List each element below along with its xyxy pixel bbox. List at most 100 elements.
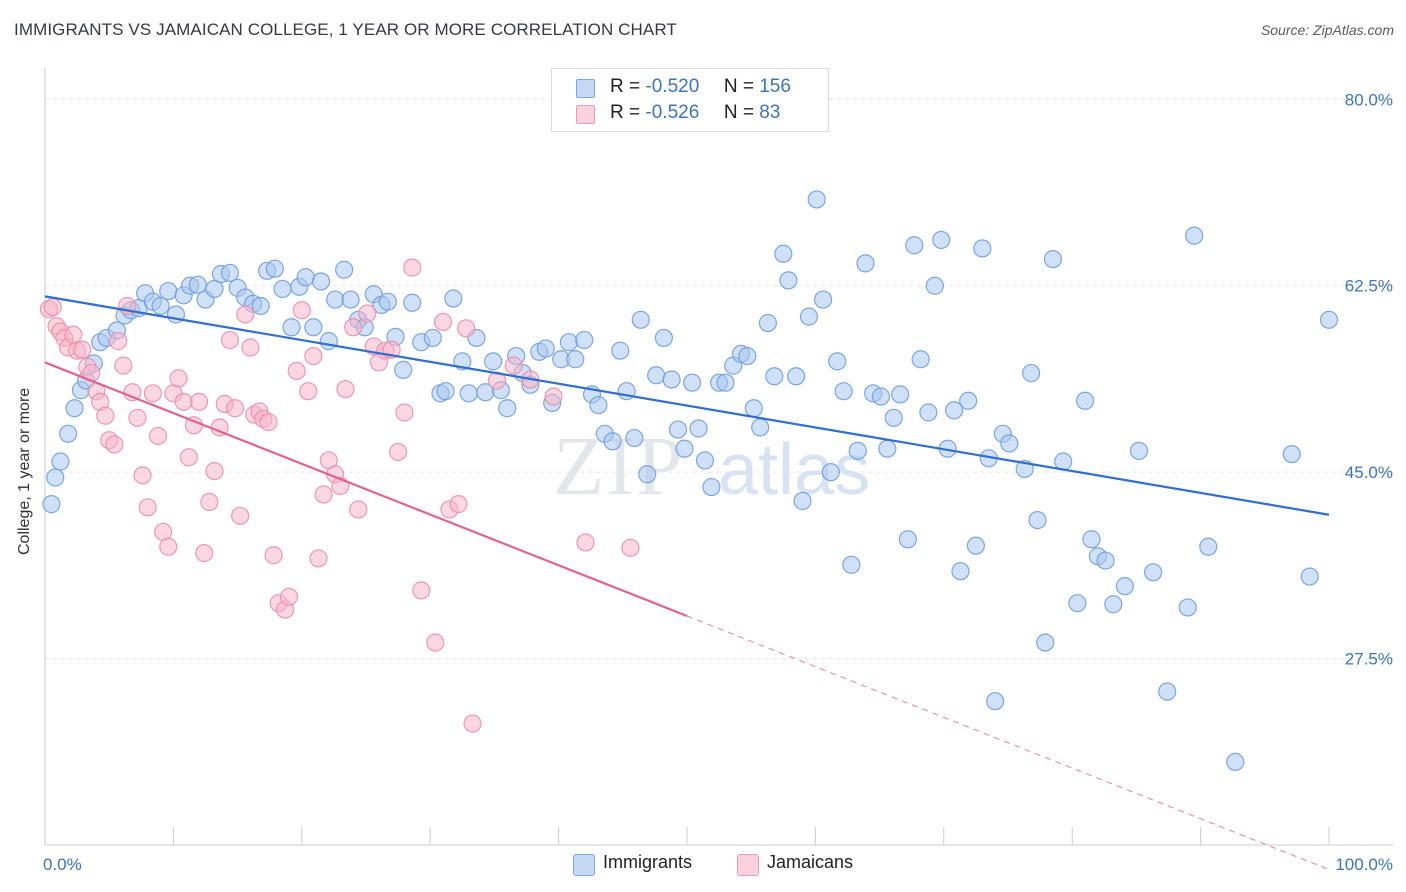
immigrant-point xyxy=(779,271,798,290)
immigrant-point xyxy=(828,352,847,371)
immigrant-point xyxy=(925,276,944,295)
x-tick-label: 100.0% xyxy=(1335,855,1393,874)
immigrants-legend-swatch xyxy=(573,854,595,876)
immigrant-point xyxy=(765,367,784,386)
watermark-atlas: atlas xyxy=(718,430,870,510)
stats-legend: R = -0.520 N = 156 R = -0.526 N = 83 xyxy=(551,68,829,132)
jamaican-point xyxy=(264,546,283,565)
jamaicans-trend-extension xyxy=(686,615,1330,871)
immigrant-point xyxy=(151,296,170,316)
immigrant-point xyxy=(738,346,757,366)
immigrant-point xyxy=(378,292,397,311)
chart-title: IMMIGRANTS VS JAMAICAN COLLEGE, 1 YEAR O… xyxy=(14,20,677,39)
jamaican-point xyxy=(123,383,142,402)
jamaican-point xyxy=(205,461,224,481)
immigrant-point xyxy=(159,281,178,301)
immigrant-point xyxy=(799,307,819,326)
immigrant-point xyxy=(251,296,270,316)
immigrant-point xyxy=(436,382,455,401)
immigrant-point xyxy=(1178,598,1197,617)
jamaican-point xyxy=(143,384,162,403)
immigrant-point xyxy=(774,244,793,263)
jamaican-point xyxy=(463,714,482,733)
immigrant-point xyxy=(966,536,986,555)
jamaican-point xyxy=(128,408,147,427)
immigrant-point xyxy=(575,330,594,350)
jamaican-point xyxy=(220,330,239,350)
immigrant-point xyxy=(751,418,770,437)
jamaican-point xyxy=(231,506,250,525)
immigrant-point xyxy=(304,318,323,337)
immigrant-point xyxy=(1036,633,1055,652)
immigrant-point xyxy=(484,352,503,371)
immigrant-point xyxy=(1043,249,1063,269)
immigrant-point xyxy=(1143,563,1163,582)
immigrant-point xyxy=(1300,567,1319,586)
immigrant-point xyxy=(662,370,681,389)
jamaican-point xyxy=(336,379,355,399)
immigrant-point xyxy=(944,401,964,420)
jamaican-point xyxy=(299,382,318,401)
jamaican-point xyxy=(487,371,507,390)
immigrant-point xyxy=(1226,752,1245,772)
trend-lines xyxy=(44,295,1330,871)
jamaican-point xyxy=(43,297,62,317)
jamaican-point xyxy=(279,587,299,606)
immigrants-legend-label: Immigrants xyxy=(603,852,693,872)
immigrant-point xyxy=(919,403,938,422)
immigrant-point xyxy=(1129,441,1149,460)
legend-n-value: 83 xyxy=(759,102,781,123)
axes xyxy=(44,68,1393,846)
immigrant-point xyxy=(821,463,840,482)
jamaican-point xyxy=(189,392,209,411)
immigrant-point xyxy=(695,451,715,470)
immigrant-point xyxy=(878,439,897,458)
immigrant-point xyxy=(1319,310,1339,329)
immigrant-point xyxy=(675,439,694,458)
immigrant-point xyxy=(394,360,413,379)
jamaican-point xyxy=(433,312,453,332)
jamaican-point xyxy=(457,319,476,338)
jamaican-point xyxy=(200,492,219,512)
immigrant-point xyxy=(341,290,360,309)
y-tick-label: 80.0% xyxy=(1345,90,1393,109)
jamaican-point xyxy=(344,318,363,337)
immigrant-point xyxy=(702,477,721,497)
immigrant-point xyxy=(871,387,890,406)
immigrant-point xyxy=(46,468,65,487)
immigrants-points xyxy=(42,190,1339,772)
legend-n-label: N = xyxy=(723,102,754,123)
legend-r-label: R = xyxy=(610,76,641,97)
immigrant-point xyxy=(891,385,910,404)
immigrant-point xyxy=(668,420,688,439)
immigrant-point xyxy=(282,318,301,337)
immigrant-point xyxy=(296,268,315,287)
immigrant-point xyxy=(1104,595,1123,614)
immigrant-point xyxy=(842,555,861,574)
immigrant-point xyxy=(793,491,812,511)
immigrant-point xyxy=(647,366,666,385)
immigrant-point xyxy=(423,328,442,348)
jamaican-point xyxy=(114,356,133,375)
immigrant-point xyxy=(444,289,463,308)
immigrant-point xyxy=(1028,510,1047,530)
immigrant-point xyxy=(689,419,708,438)
jamaican-point xyxy=(179,448,198,467)
immigrant-point xyxy=(59,424,78,443)
immigrant-point xyxy=(335,260,354,279)
x-tick-label: 0.0% xyxy=(43,855,82,874)
jamaican-point xyxy=(138,498,157,517)
immigrant-point xyxy=(744,399,763,418)
jamaican-point xyxy=(133,466,152,485)
immigrant-point xyxy=(911,350,930,369)
jamaican-point xyxy=(225,399,245,418)
immigrant-point xyxy=(959,391,978,410)
jamaican-point xyxy=(621,538,640,557)
jamaicans-legend-label: Jamaicans xyxy=(767,852,854,872)
immigrant-point xyxy=(856,254,875,273)
y-tick-labels: 27.5% 45.0% 62.5% 80.0% xyxy=(1345,90,1393,668)
immigrant-point xyxy=(188,275,207,294)
jamaican-point xyxy=(314,485,333,504)
immigrant-point xyxy=(498,399,517,418)
immigrant-point xyxy=(807,190,826,209)
